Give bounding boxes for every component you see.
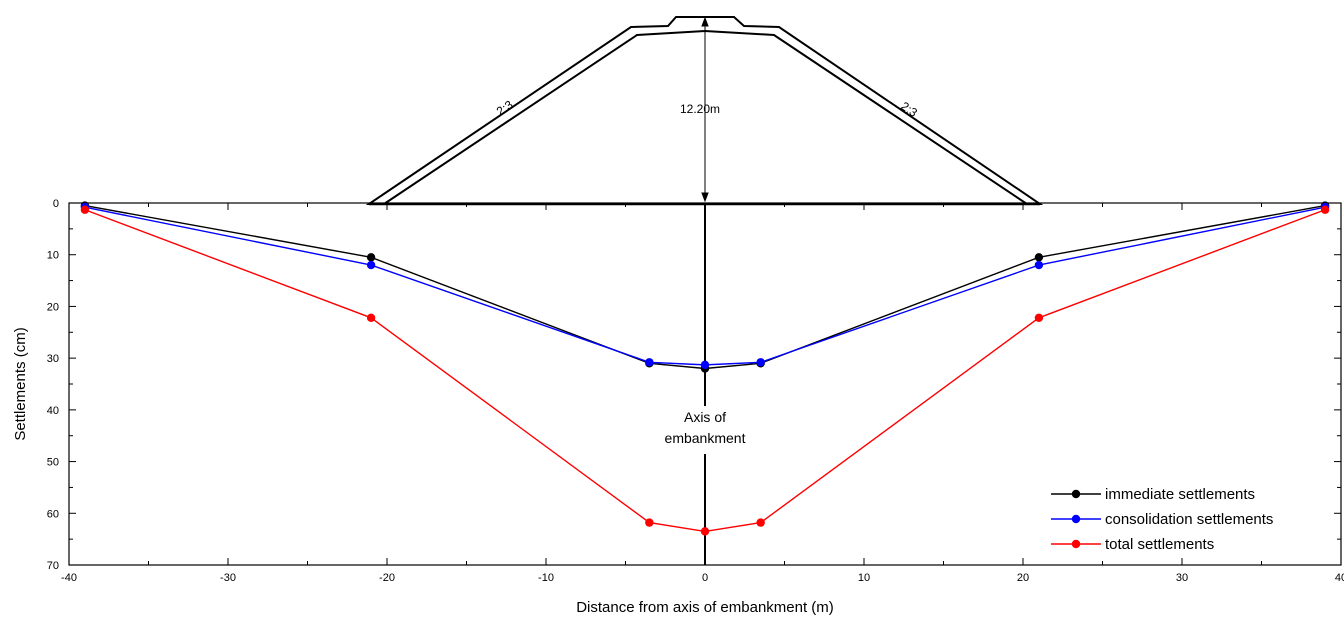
legend-label: consolidation settlements xyxy=(1105,511,1273,528)
data-point xyxy=(1320,205,1330,214)
axis-ticks: -40 -30 -20 -10 0 10 20 30 40 0 10 20 30 40 50 60 70 xyxy=(47,198,1344,584)
x-tick-label: -10 xyxy=(538,572,554,584)
y-tick-label: 50 xyxy=(47,457,59,469)
legend-marker xyxy=(1071,514,1081,524)
series-layer xyxy=(80,201,1330,536)
embankment-height-label: 12.20m xyxy=(680,102,720,116)
data-point xyxy=(700,527,710,536)
y-tick-label: 0 xyxy=(53,198,59,210)
y-tick-label: 40 xyxy=(47,405,59,417)
data-point xyxy=(1034,313,1044,323)
x-tick-label: 0 xyxy=(702,572,708,584)
data-point xyxy=(1034,260,1044,270)
x-tick-label: -20 xyxy=(379,572,395,584)
data-point xyxy=(80,205,90,214)
legend-label: total settlements xyxy=(1105,536,1214,553)
data-point xyxy=(645,518,654,527)
y-axis-title: Settlements (cm) xyxy=(12,327,29,440)
x-tick-label: 10 xyxy=(858,572,870,584)
data-point xyxy=(366,313,376,323)
legend-label: immediate settlements xyxy=(1105,486,1255,503)
data-point xyxy=(366,253,376,262)
y-tick-label: 20 xyxy=(47,301,59,313)
axis-label-line1: Axis of xyxy=(684,409,726,425)
embankment-outer-outline xyxy=(365,16,1044,205)
data-point xyxy=(756,358,765,367)
legend: immediate settlements consolidation settl… xyxy=(1051,486,1273,553)
x-tick-label: 40 xyxy=(1335,572,1344,584)
axis-label-background xyxy=(666,406,744,454)
right-slope-label: 2:3 xyxy=(898,99,920,120)
y-tick-label: 10 xyxy=(47,250,59,262)
data-point xyxy=(1034,253,1044,262)
data-point xyxy=(645,358,654,367)
x-tick-label: 30 xyxy=(1176,572,1188,584)
x-tick-label: -30 xyxy=(220,572,236,584)
legend-marker xyxy=(1071,489,1081,499)
data-point xyxy=(756,518,765,527)
legend-marker xyxy=(1071,539,1081,549)
x-axis-title: Distance from axis of embankment (m) xyxy=(576,599,834,616)
data-point xyxy=(700,360,710,370)
data-point xyxy=(366,260,376,270)
left-slope-label: 2:3 xyxy=(494,97,516,118)
axis-label-line2: embankment xyxy=(665,430,746,446)
x-tick-label: 20 xyxy=(1017,572,1029,584)
x-tick-label: -40 xyxy=(61,572,77,584)
embankment-height-arrow xyxy=(701,16,709,203)
y-tick-label: 60 xyxy=(47,508,59,520)
y-tick-label: 70 xyxy=(47,560,59,572)
y-tick-label: 30 xyxy=(47,353,59,365)
